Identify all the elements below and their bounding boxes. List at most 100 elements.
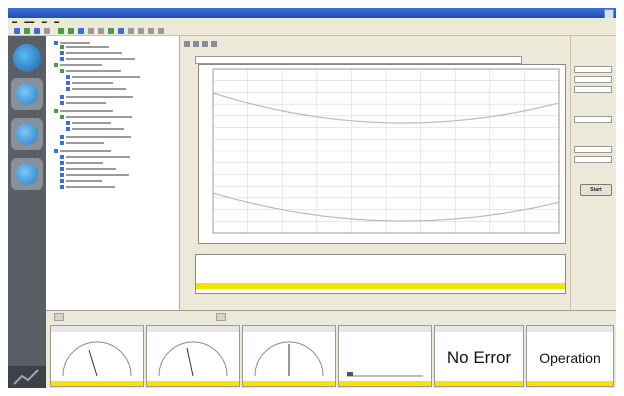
plot-canvas <box>212 68 560 234</box>
tree-node-icon <box>60 160 64 165</box>
plot-tool-icon[interactable] <box>202 41 208 47</box>
tree-node[interactable] <box>60 56 135 62</box>
tree-node-icon <box>60 94 64 99</box>
plot-toolbar <box>184 40 264 48</box>
tree-node[interactable] <box>54 40 90 46</box>
tree-node[interactable] <box>54 108 113 114</box>
tree-node-label <box>72 87 126 90</box>
tree-node[interactable] <box>60 134 131 140</box>
tree-node-icon <box>66 86 70 91</box>
tree-node-icon <box>66 74 70 79</box>
plot-tool-icon[interactable] <box>211 41 217 47</box>
tree-node-label <box>66 45 109 48</box>
tree-node[interactable] <box>54 148 111 154</box>
menu-item[interactable]: ▬▬ <box>24 19 35 25</box>
dock-item-1[interactable] <box>11 78 43 110</box>
tree-node-label <box>60 149 111 152</box>
upper-curve <box>212 92 560 124</box>
results-table <box>195 254 566 294</box>
measurement-plot[interactable] <box>198 64 566 244</box>
param-field[interactable] <box>574 156 612 163</box>
tree-node-label <box>66 135 131 138</box>
tree-node[interactable] <box>60 100 106 106</box>
tree-node[interactable] <box>60 154 130 160</box>
dock-item-3[interactable] <box>11 158 43 190</box>
toolbar-button-icon[interactable] <box>58 28 64 34</box>
pane-header <box>339 326 431 332</box>
tree-node[interactable] <box>66 74 140 80</box>
tree-node-icon <box>60 178 64 183</box>
param-field[interactable] <box>574 66 612 73</box>
tree-node-icon <box>60 184 64 189</box>
tree-node[interactable] <box>60 50 122 56</box>
param-field[interactable] <box>574 146 612 153</box>
tree-node[interactable] <box>54 62 102 68</box>
plot-tool-icon[interactable] <box>184 41 190 47</box>
pane-status-bar <box>435 381 523 386</box>
param-field[interactable] <box>574 86 612 93</box>
monitor-tab[interactable] <box>216 313 226 321</box>
tree-node[interactable] <box>60 44 109 50</box>
param-field[interactable] <box>574 116 612 123</box>
tree-node[interactable] <box>60 94 133 100</box>
tree-node-icon <box>54 40 58 45</box>
tree-node[interactable] <box>60 166 116 172</box>
menu-item[interactable]: ▬ <box>54 19 60 25</box>
tree-node[interactable] <box>60 160 103 166</box>
tree-node[interactable] <box>60 114 132 120</box>
toolbar-button-icon[interactable] <box>34 28 40 34</box>
tree-node-icon <box>60 140 64 145</box>
tree-node[interactable] <box>60 178 102 184</box>
toolbar-button-icon[interactable] <box>24 28 30 34</box>
pane-header <box>243 326 335 332</box>
right-panel <box>570 36 616 310</box>
menu-bar: ▬ ▬▬ ▬ ▬ <box>8 18 616 26</box>
dock-item-2[interactable] <box>11 118 43 150</box>
bar-meter-icon <box>347 372 423 377</box>
toolbar-button-icon[interactable] <box>128 28 134 34</box>
pane-header <box>51 326 143 332</box>
tree-node[interactable] <box>66 120 111 126</box>
tree-node[interactable] <box>66 86 126 92</box>
param-field[interactable] <box>574 76 612 83</box>
error-pane: No Error <box>434 325 524 387</box>
tree-node[interactable] <box>60 68 121 74</box>
toolbar-button-icon[interactable] <box>108 28 114 34</box>
toolbar-button-icon[interactable] <box>158 28 164 34</box>
gauge-pane <box>146 325 240 387</box>
toolbar-button-icon[interactable] <box>14 28 20 34</box>
toolbar-button-icon[interactable] <box>44 28 50 34</box>
tree-node[interactable] <box>66 80 113 86</box>
plot-tool-icon[interactable] <box>193 41 199 47</box>
pane-status-bar <box>147 381 239 386</box>
main-toolbar <box>8 26 616 36</box>
tree-node-label <box>72 121 111 124</box>
tree-node-icon <box>60 50 64 55</box>
toolbar-button-icon[interactable] <box>138 28 144 34</box>
toolbar-button-icon[interactable] <box>88 28 94 34</box>
tree-node-label <box>60 41 90 44</box>
tree-node-label <box>66 51 122 54</box>
measurement-select[interactable] <box>195 56 522 64</box>
menu-item[interactable]: ▬ <box>41 19 47 25</box>
tree-node[interactable] <box>66 126 124 132</box>
menu-item[interactable]: ▬ <box>12 19 17 25</box>
pane-header <box>435 326 523 332</box>
gauge-pane <box>242 325 336 387</box>
lower-curve <box>212 192 560 222</box>
tree-node-label <box>66 101 106 104</box>
toolbar-button-icon[interactable] <box>118 28 124 34</box>
start-button[interactable]: Start <box>580 184 612 196</box>
toolbar-button-icon[interactable] <box>98 28 104 34</box>
table-row-selected[interactable] <box>196 283 565 289</box>
gauge-dial-icon <box>254 341 324 377</box>
toolbar-button-icon[interactable] <box>78 28 84 34</box>
monitor-tab[interactable] <box>54 313 64 321</box>
toolbar-button-icon[interactable] <box>148 28 154 34</box>
pane-status-bar <box>339 381 431 386</box>
tree-node[interactable] <box>60 184 115 190</box>
pane-status-bar <box>243 381 335 386</box>
tree-node[interactable] <box>60 172 129 178</box>
tree-node[interactable] <box>60 140 104 146</box>
toolbar-button-icon[interactable] <box>68 28 74 34</box>
